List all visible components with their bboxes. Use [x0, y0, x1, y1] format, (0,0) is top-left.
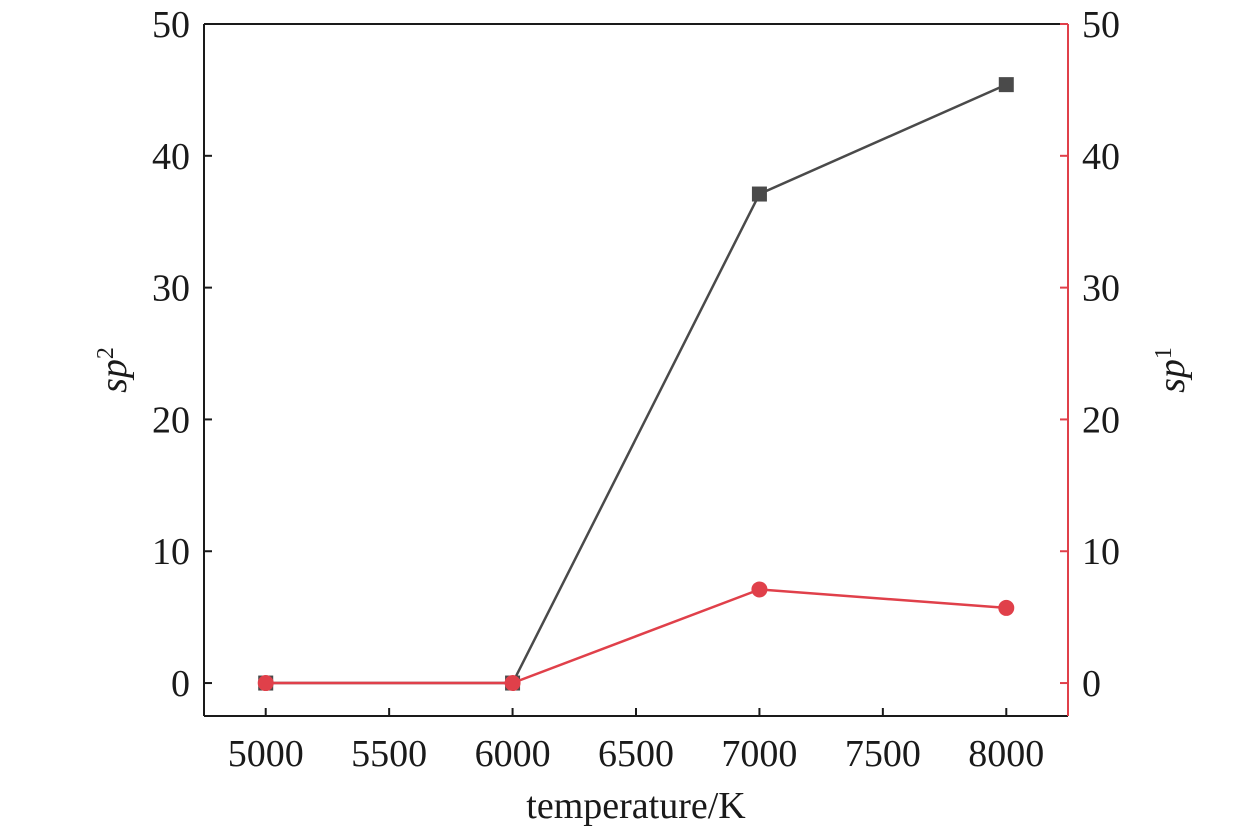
right-y-axis-title: sp1: [1151, 347, 1193, 393]
x-tick-label: 8000: [968, 733, 1044, 775]
x-ticks: 5000 5500 6000 6500 7000 7500 8000: [228, 708, 1044, 775]
x-axis-title: temperature/K: [526, 785, 746, 827]
x-tick-label: 5000: [228, 733, 304, 775]
left-y-tick-label: 20: [152, 399, 190, 441]
right-y-tick-label: 40: [1082, 136, 1120, 178]
series-2-point: [504, 675, 521, 692]
plot-frame: [203, 23, 1069, 717]
right-y-tick-label: 50: [1082, 4, 1120, 46]
left-y-tick-label: 30: [152, 268, 190, 310]
series-2-point: [751, 581, 768, 598]
x-tick-label: 5500: [351, 733, 427, 775]
x-tick-label: 7500: [845, 733, 921, 775]
x-tick-label: 6500: [598, 733, 674, 775]
left-y-tick-label: 50: [152, 4, 190, 46]
left-y-axis-title-base: sp: [93, 359, 135, 393]
series-1-line: [265, 83, 1007, 685]
series-2-line: [265, 588, 1007, 685]
right-y-tick-label: 10: [1082, 531, 1120, 573]
series-2-point: [257, 675, 274, 692]
right-y-axis-title-base: sp: [1151, 359, 1193, 393]
left-y-axis-title-superscript: 2: [93, 347, 119, 359]
left-y-tick-label: 10: [152, 531, 190, 573]
series-2-point: [998, 599, 1015, 616]
x-tick-label: 7000: [721, 733, 797, 775]
left-y-axis-title: sp2: [93, 347, 135, 393]
right-y-tick-label: 30: [1082, 268, 1120, 310]
series-layer: [257, 77, 1015, 692]
series-1-point: [751, 186, 767, 202]
right-y-ticks: 0 10 20 30 40 50: [1060, 4, 1120, 705]
left-y-tick-label: 0: [171, 663, 190, 705]
x-tick-label: 6000: [475, 733, 551, 775]
left-y-ticks: 0 10 20 30 40 50: [152, 4, 212, 705]
right-y-tick-label: 20: [1082, 399, 1120, 441]
series-1-point: [998, 77, 1014, 93]
right-y-axis-title-superscript: 1: [1151, 347, 1177, 359]
left-y-tick-label: 40: [152, 136, 190, 178]
right-y-tick-label: 0: [1082, 663, 1101, 705]
